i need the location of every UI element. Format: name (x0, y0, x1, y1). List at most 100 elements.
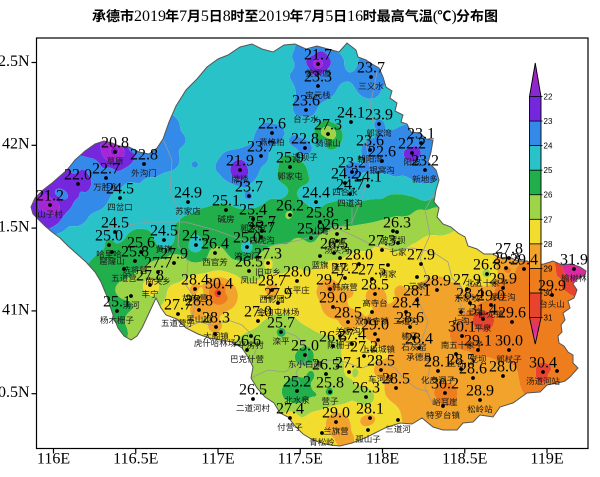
svg-text:27.4: 27.4 (276, 401, 304, 418)
svg-text:27.3: 27.3 (254, 246, 282, 263)
svg-text:22.0: 22.0 (64, 167, 92, 184)
svg-text:22.6: 22.6 (258, 116, 286, 133)
svg-text:42N: 42N (2, 136, 30, 153)
svg-text:22.6: 22.6 (368, 144, 396, 161)
svg-text:26.3: 26.3 (383, 215, 411, 232)
svg-text:27.0: 27.0 (244, 304, 272, 321)
svg-text:23.7: 23.7 (235, 179, 263, 196)
svg-text:26.4: 26.4 (201, 236, 229, 253)
svg-text:29: 29 (544, 264, 553, 273)
svg-text:27.7: 27.7 (164, 297, 192, 314)
svg-text:25.4: 25.4 (239, 202, 267, 219)
svg-text:116.5E: 116.5E (113, 451, 158, 468)
svg-text:28.5: 28.5 (382, 371, 410, 388)
svg-text:29.0: 29.0 (361, 317, 389, 334)
svg-text:28.9: 28.9 (466, 383, 494, 400)
svg-text:22.2: 22.2 (398, 136, 426, 153)
svg-text:28.3: 28.3 (202, 310, 230, 327)
svg-text:26: 26 (544, 191, 553, 200)
svg-text:27.7: 27.7 (144, 255, 172, 272)
svg-text:26.5: 26.5 (312, 357, 340, 374)
svg-text:28.4: 28.4 (405, 331, 433, 348)
svg-text:26.5: 26.5 (319, 329, 347, 346)
svg-text:25.0: 25.0 (291, 338, 319, 355)
svg-text:25.9: 25.9 (276, 150, 304, 167)
svg-text:21.7: 21.7 (304, 47, 332, 64)
svg-text:30.0: 30.0 (495, 333, 523, 350)
svg-text:24.5: 24.5 (182, 228, 210, 245)
svg-text:28.1: 28.1 (356, 401, 384, 418)
svg-text:28.5: 28.5 (361, 277, 389, 294)
svg-text:25.1: 25.1 (103, 294, 131, 311)
svg-text:20.8: 20.8 (101, 135, 129, 152)
svg-text:30.4: 30.4 (529, 355, 557, 372)
svg-text:21.9: 21.9 (226, 153, 254, 170)
svg-text:28.4: 28.4 (181, 272, 209, 289)
svg-text:27.2: 27.2 (331, 261, 359, 278)
svg-text:23.3: 23.3 (304, 69, 332, 86)
svg-text:41N: 41N (2, 301, 30, 318)
svg-text:23.9: 23.9 (365, 107, 393, 124)
svg-text:5: 5 (325, 8, 333, 25)
svg-text:40.5N: 40.5N (0, 384, 30, 401)
svg-text:23.2: 23.2 (411, 153, 439, 170)
svg-text:27.2: 27.2 (350, 339, 378, 356)
svg-text:29.0: 29.0 (477, 288, 505, 305)
svg-text:27.9: 27.9 (264, 286, 292, 303)
svg-text:28: 28 (544, 240, 553, 249)
svg-text:25.8: 25.8 (121, 244, 149, 261)
svg-text:25.1: 25.1 (212, 193, 240, 210)
svg-text:25.8: 25.8 (306, 205, 334, 222)
svg-text:28.0: 28.0 (489, 359, 517, 376)
svg-text:2019: 2019 (258, 8, 290, 25)
svg-text:23: 23 (544, 117, 553, 126)
svg-text:24.5: 24.5 (106, 181, 134, 198)
svg-text:28.1: 28.1 (403, 283, 431, 300)
svg-text:28.0: 28.0 (345, 247, 373, 264)
svg-text:28.5: 28.5 (367, 353, 395, 370)
svg-text:27.9: 27.9 (453, 272, 481, 289)
svg-text:119E: 119E (530, 451, 563, 468)
svg-text:): ) (451, 8, 456, 25)
svg-text:30.2: 30.2 (431, 376, 459, 393)
svg-text:25.9: 25.9 (297, 221, 325, 238)
svg-text:28.8: 28.8 (185, 293, 213, 310)
svg-text:16: 16 (347, 8, 363, 25)
svg-text:28.6: 28.6 (459, 361, 487, 378)
svg-text:22: 22 (544, 93, 553, 102)
svg-text:27.1: 27.1 (335, 355, 363, 372)
svg-text:26.8: 26.8 (473, 257, 501, 274)
svg-text:23.1: 23.1 (407, 126, 435, 143)
svg-text:25.0: 25.0 (233, 230, 261, 247)
svg-text:27.3: 27.3 (368, 233, 396, 250)
svg-text:29.1: 29.1 (464, 333, 492, 350)
svg-text:27.9: 27.9 (160, 246, 188, 263)
svg-text:23.6: 23.6 (356, 133, 384, 150)
svg-text:28.5: 28.5 (447, 352, 475, 369)
svg-text:24.1: 24.1 (354, 169, 382, 186)
svg-text:29.9: 29.9 (489, 271, 517, 288)
svg-text:25.6: 25.6 (127, 235, 155, 252)
svg-text:41.5N: 41.5N (0, 219, 30, 236)
svg-text:28.9: 28.9 (423, 273, 451, 290)
svg-text:25: 25 (544, 166, 553, 175)
svg-text:31.9: 31.9 (560, 252, 588, 269)
svg-text:8: 8 (223, 8, 231, 25)
svg-text:27.9: 27.9 (407, 247, 435, 264)
svg-text:117.5E: 117.5E (278, 451, 323, 468)
svg-text:25.2: 25.2 (283, 374, 311, 391)
svg-text:26.1: 26.1 (323, 217, 351, 234)
svg-text:27.5: 27.5 (358, 262, 386, 279)
svg-text:25.0: 25.0 (95, 228, 123, 245)
svg-text:24.4: 24.4 (302, 185, 330, 202)
svg-text:2019: 2019 (134, 8, 166, 25)
svg-text:25.7: 25.7 (267, 315, 295, 332)
svg-text:42.5N: 42.5N (0, 53, 30, 70)
svg-text:29.0: 29.0 (319, 290, 347, 307)
svg-text:28.0: 28.0 (283, 264, 311, 281)
svg-text:28.7: 28.7 (258, 273, 286, 290)
svg-text:117E: 117E (201, 451, 234, 468)
svg-text:26.6: 26.6 (233, 333, 261, 350)
svg-text:30: 30 (544, 289, 553, 298)
svg-text:24: 24 (544, 142, 553, 151)
